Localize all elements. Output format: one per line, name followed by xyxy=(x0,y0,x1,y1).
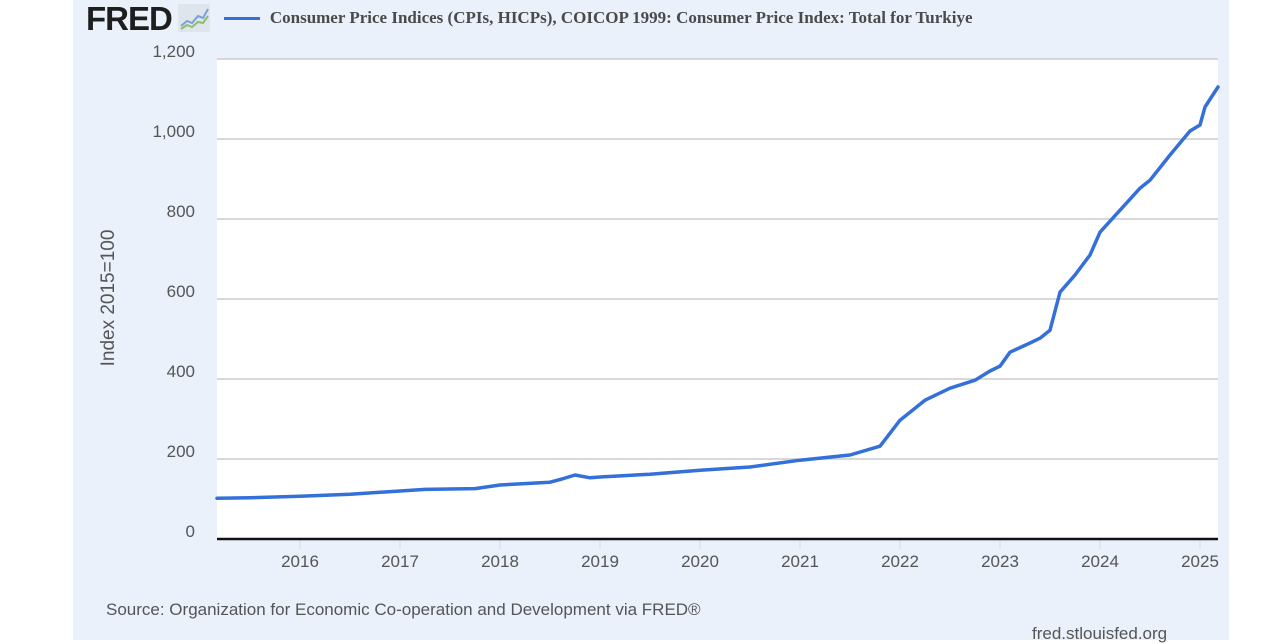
fred-logo[interactable]: FRED xyxy=(86,0,173,37)
x-tick-label: 2021 xyxy=(781,552,819,571)
x-tick-label: 2016 xyxy=(281,552,319,571)
y-tick-label: 800 xyxy=(167,202,195,221)
x-tick-label: 2019 xyxy=(581,552,619,571)
y-tick-label: 1,200 xyxy=(152,42,195,61)
line-chart-icon xyxy=(177,4,210,32)
y-tick-label: 400 xyxy=(167,362,195,381)
x-tick-label: 2022 xyxy=(881,552,919,571)
x-tick-label: 2018 xyxy=(481,552,519,571)
y-tick-label: 0 xyxy=(186,522,195,541)
site-url[interactable]: fred.stlouisfed.org xyxy=(1032,624,1168,643)
x-tick-label: 2023 xyxy=(981,552,1019,571)
y-axis-ticks: 0 200 400 600 800 1,000 1,200 xyxy=(152,42,195,541)
x-tick-label: 2025 xyxy=(1181,552,1219,571)
x-tick-label: 2024 xyxy=(1081,552,1119,571)
y-tick-label: 200 xyxy=(167,442,195,461)
legend-swatch xyxy=(223,16,260,20)
x-axis-ticks: 2016 2017 2018 2019 2020 2021 2022 2023 2024 2025 xyxy=(281,539,1219,571)
series-line-turkiye-cpi[interactable] xyxy=(215,85,1220,500)
y-axis-title: Index 2015=100 xyxy=(98,230,119,367)
x-tick-label: 2020 xyxy=(681,552,719,571)
chart-header: FRED Consumer Price Indices (CPIs, HICPs… xyxy=(86,0,973,36)
gridlines xyxy=(217,58,1218,460)
y-tick-label: 600 xyxy=(167,282,195,301)
source-note: Source: Organization for Economic Co-ope… xyxy=(106,600,701,619)
x-tick-label: 2017 xyxy=(381,552,419,571)
legend-label: Consumer Price Indices (CPIs, HICPs), CO… xyxy=(269,8,973,27)
y-tick-label: 1,000 xyxy=(152,122,195,141)
